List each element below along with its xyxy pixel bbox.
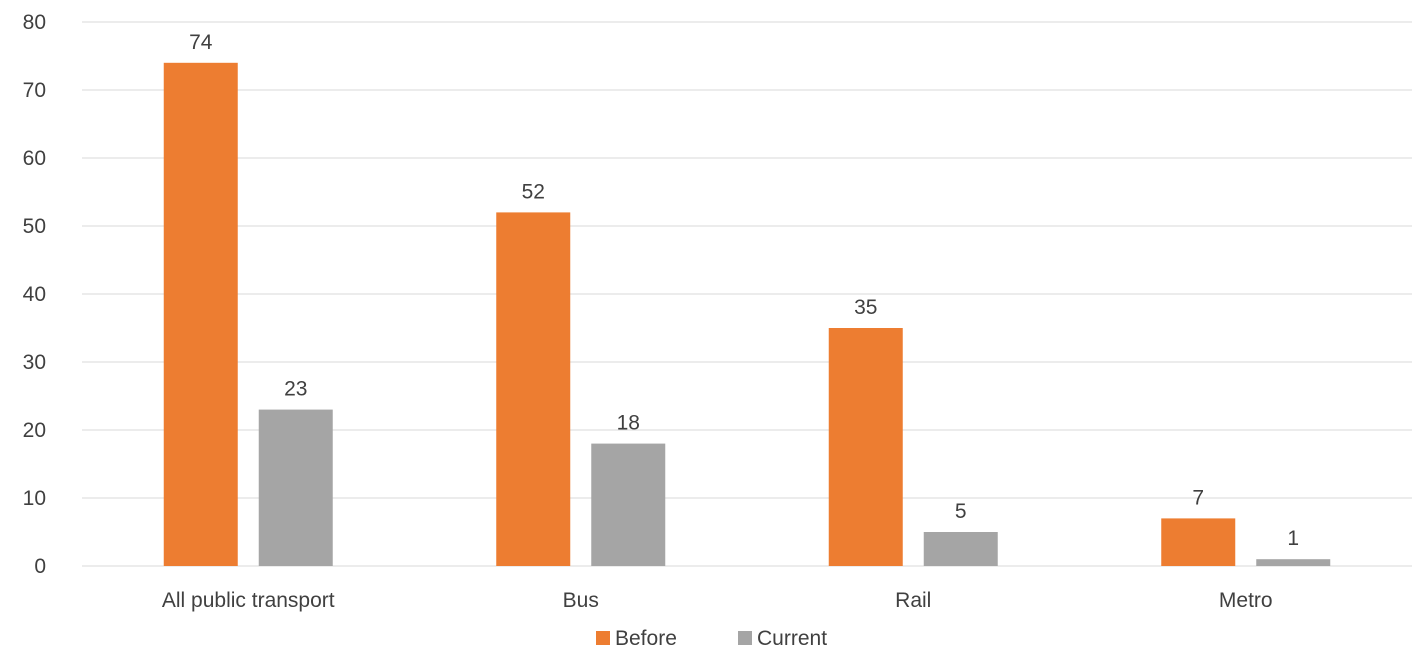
y-tick-label: 20 [23, 419, 46, 442]
bar-before-3 [1161, 518, 1236, 566]
data-label-before: 74 [189, 31, 213, 54]
data-label-current: 23 [284, 378, 307, 401]
data-label-before: 35 [854, 296, 877, 319]
legend-swatch-before [596, 631, 610, 645]
legend-swatch-current [738, 631, 752, 645]
y-tick-label: 40 [23, 283, 46, 306]
y-tick-label: 10 [23, 487, 46, 510]
category-label: Rail [895, 589, 931, 612]
category-label: Bus [563, 589, 599, 612]
bar-current-2 [923, 532, 998, 566]
data-label-current: 5 [955, 500, 967, 523]
category-label: Metro [1219, 589, 1273, 612]
data-label-current: 18 [617, 412, 640, 435]
data-label-before: 7 [1192, 486, 1204, 509]
legend-label-before: Before [615, 627, 677, 650]
y-tick-label: 80 [23, 11, 46, 34]
bars [163, 62, 1331, 567]
bar-current-0 [258, 409, 333, 566]
legend-label-current: Current [757, 627, 827, 650]
bar-current-1 [591, 443, 666, 566]
bar-before-1 [496, 212, 571, 566]
data-label-current: 1 [1287, 527, 1299, 550]
y-tick-label: 60 [23, 147, 46, 170]
data-labels: 74 23 52 18 35 5 7 1 [189, 31, 1299, 550]
x-axis-category-labels: All public transport Bus Rail Metro [162, 589, 1273, 612]
y-tick-label: 50 [23, 215, 46, 238]
data-label-before: 52 [522, 180, 545, 203]
y-axis-tick-labels: 0 10 20 30 40 50 60 70 80 [23, 11, 46, 578]
bar-before-2 [828, 328, 903, 566]
y-tick-label: 30 [23, 351, 46, 374]
y-tick-label: 70 [23, 79, 46, 102]
y-tick-label: 0 [34, 555, 46, 578]
category-label: All public transport [162, 589, 335, 612]
legend: Before Current [596, 627, 827, 650]
bar-current-3 [1256, 559, 1331, 566]
bar-before-0 [163, 62, 238, 567]
